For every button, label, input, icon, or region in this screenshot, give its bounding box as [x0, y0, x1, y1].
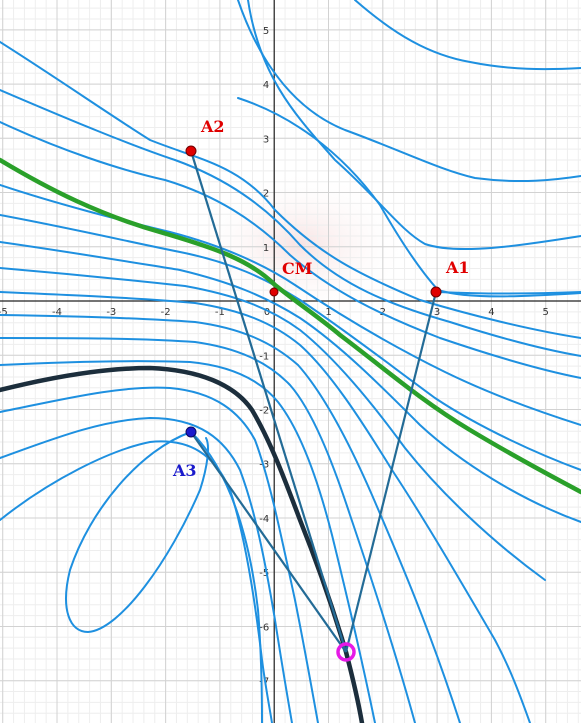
field-line	[0, 41, 581, 339]
y-tick-label: 3	[263, 134, 269, 145]
y-tick-label: -1	[259, 351, 269, 362]
point-cm[interactable]	[269, 287, 279, 297]
field-line	[437, 291, 581, 295]
segment-a2-focus	[189, 150, 348, 653]
field-line	[0, 337, 416, 723]
y-tick-label: -4	[259, 514, 269, 525]
segment-a1-focus	[344, 291, 438, 653]
y-tick-label: 2	[263, 189, 269, 200]
x-tick-label: -1	[215, 307, 225, 318]
x-tick-label: -5	[0, 307, 8, 318]
x-tick-label: -3	[106, 307, 116, 318]
y-tick-label: -2	[259, 406, 269, 417]
highlight-field-line	[0, 157, 581, 495]
x-tick-label: 5	[543, 307, 549, 318]
segments	[189, 150, 438, 653]
label-a3: A3	[172, 461, 197, 480]
x-tick-label: 1	[325, 307, 331, 318]
field-line	[0, 291, 531, 723]
field-line	[0, 241, 581, 523]
field-line	[354, 0, 581, 71]
x-tick-label: 2	[380, 307, 386, 318]
field-line	[0, 360, 376, 723]
field-line	[0, 267, 546, 581]
field-line	[0, 416, 293, 723]
x-tick-label: 0	[264, 307, 270, 318]
y-tick-label: 4	[263, 80, 269, 91]
y-tick-label: 1	[263, 243, 269, 254]
field-line	[0, 386, 319, 723]
field-line	[0, 121, 581, 379]
field-line	[0, 89, 581, 357]
label-cm: CM	[282, 259, 312, 278]
y-tick-label: 5	[263, 26, 269, 37]
point-a3[interactable]	[185, 426, 197, 438]
field-line	[237, 97, 581, 298]
field-line	[237, 0, 581, 183]
focus-point[interactable]	[336, 642, 356, 662]
point-a2[interactable]	[185, 145, 197, 157]
x-tick-label: -4	[52, 307, 62, 318]
y-tick-label: -5	[259, 568, 269, 579]
y-tick-label: -6	[259, 622, 269, 633]
x-tick-label: 3	[434, 307, 440, 318]
field-line	[0, 314, 461, 723]
y-tick-label: -7	[259, 677, 269, 688]
segment-a3-focus	[190, 431, 347, 653]
field-line	[247, 0, 581, 251]
field-line	[65, 431, 209, 634]
point-a1[interactable]	[430, 286, 442, 298]
label-a1: A1	[445, 258, 470, 277]
x-tick-label: -2	[161, 307, 171, 318]
points	[185, 145, 442, 662]
field-line	[190, 431, 263, 723]
label-a2: A2	[200, 117, 225, 136]
field-line	[0, 214, 581, 471]
x-tick-label: 4	[488, 307, 494, 318]
